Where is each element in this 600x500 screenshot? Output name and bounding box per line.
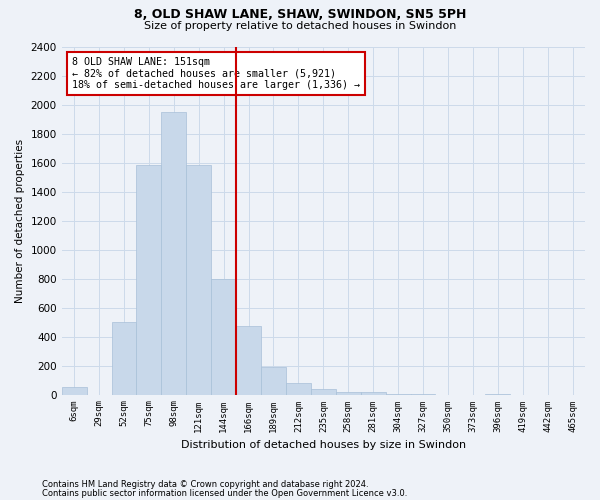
Bar bbox=[211, 278, 236, 394]
Bar bbox=[236, 326, 261, 394]
Bar bbox=[112, 322, 136, 394]
Bar bbox=[136, 166, 161, 394]
Bar bbox=[286, 383, 311, 394]
Text: 8, OLD SHAW LANE, SHAW, SWINDON, SN5 5PH: 8, OLD SHAW LANE, SHAW, SWINDON, SN5 5PH bbox=[134, 8, 466, 20]
Bar bbox=[361, 392, 386, 394]
Text: Size of property relative to detached houses in Swindon: Size of property relative to detached ho… bbox=[144, 21, 456, 31]
Bar bbox=[186, 166, 211, 394]
Bar bbox=[261, 367, 286, 394]
Text: Contains public sector information licensed under the Open Government Licence v3: Contains public sector information licen… bbox=[42, 488, 407, 498]
Y-axis label: Number of detached properties: Number of detached properties bbox=[15, 138, 25, 302]
Text: 8 OLD SHAW LANE: 151sqm
← 82% of detached houses are smaller (5,921)
18% of semi: 8 OLD SHAW LANE: 151sqm ← 82% of detache… bbox=[72, 57, 360, 90]
Text: Contains HM Land Registry data © Crown copyright and database right 2024.: Contains HM Land Registry data © Crown c… bbox=[42, 480, 368, 489]
Bar bbox=[336, 392, 361, 394]
Bar bbox=[311, 390, 336, 394]
X-axis label: Distribution of detached houses by size in Swindon: Distribution of detached houses by size … bbox=[181, 440, 466, 450]
Bar bbox=[161, 112, 186, 395]
Bar bbox=[62, 388, 86, 394]
